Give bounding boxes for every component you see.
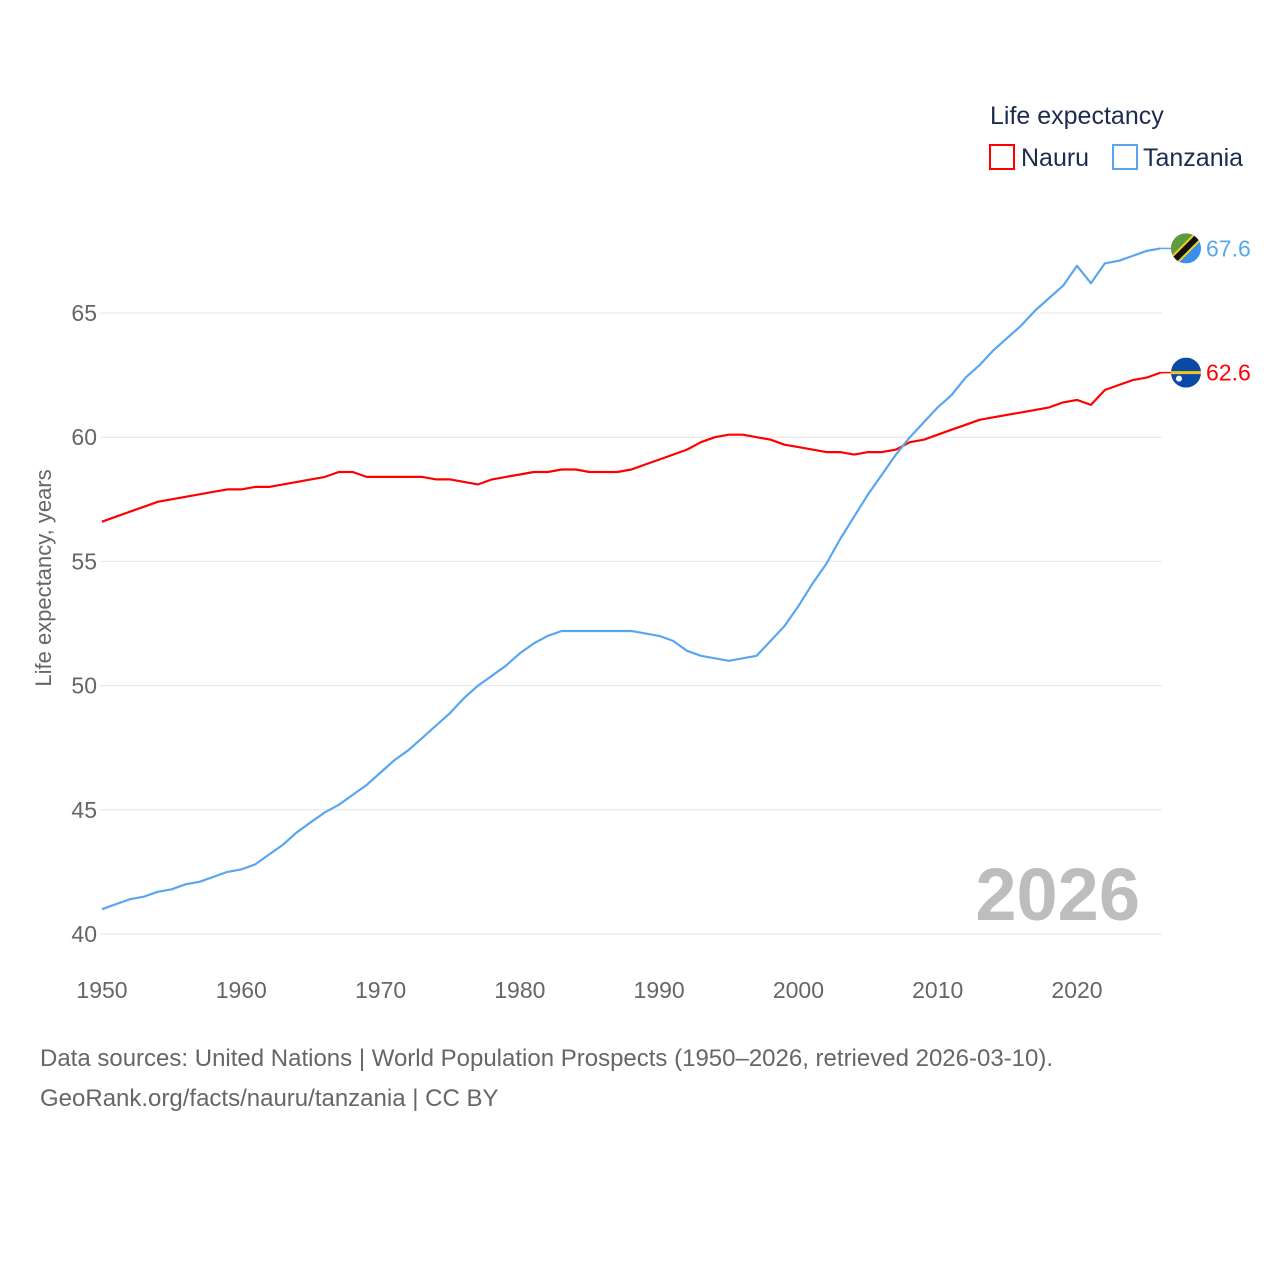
x-tick-label-2010: 2010 — [912, 977, 963, 1003]
gridlines — [100, 312, 1162, 935]
y-tick-label-50: 50 — [71, 673, 97, 699]
legend-label-nauru[interactable]: Nauru — [1021, 144, 1089, 172]
series-lines — [101, 247, 1161, 911]
x-tick-label-1970: 1970 — [355, 977, 406, 1003]
y-tick-label-60: 60 — [71, 424, 97, 450]
y-tick-label-45: 45 — [71, 797, 97, 823]
series-end-labels: 62.6 67.6 — [1160, 233, 1251, 388]
data-sources-note: Data sources: United Nations | World Pop… — [40, 1045, 1054, 1072]
end-label-nauru: 62.6 — [1206, 360, 1251, 386]
legend-label-tanzania[interactable]: Tanzania — [1143, 144, 1243, 172]
legend-swatch-nauru[interactable] — [989, 144, 1015, 170]
tanzania-flag-icon — [1171, 233, 1201, 264]
credit-link[interactable]: GeoRank.org/facts/nauru/tanzania | CC BY — [40, 1085, 499, 1112]
x-tick-label-1980: 1980 — [494, 977, 545, 1003]
x-tick-label-2020: 2020 — [1051, 977, 1102, 1003]
y-tick-label-65: 65 — [71, 300, 97, 326]
flag-body — [1171, 233, 1201, 264]
x-tick-label-2000: 2000 — [773, 977, 824, 1003]
series-line-tanzania[interactable] — [101, 247, 1161, 911]
flag-yellow-stripe — [1171, 371, 1201, 375]
x-tick-label-1950: 1950 — [76, 977, 127, 1003]
flag-body — [1171, 357, 1201, 388]
legend-title: Life expectancy — [990, 102, 1164, 130]
y-tick-label-40: 40 — [71, 921, 97, 947]
x-tick-labels: 1950 1960 1970 1980 1990 2000 2010 2020 — [76, 977, 1102, 1003]
legend: Life expectancy Nauru Tanzania — [989, 102, 1243, 172]
flag-star — [1176, 375, 1182, 382]
flag-black-band — [1171, 233, 1201, 264]
y-tick-labels: 40 45 50 55 60 65 — [71, 300, 97, 947]
y-tick-label-55: 55 — [71, 548, 97, 574]
x-tick-label-1990: 1990 — [634, 977, 685, 1003]
series-line-nauru[interactable] — [101, 371, 1161, 523]
end-label-tanzania: 67.6 — [1206, 235, 1251, 261]
x-tick-label-1960: 1960 — [216, 977, 267, 1003]
legend-swatch-tanzania[interactable] — [1112, 144, 1138, 170]
y-axis-title: Life expectancy, years — [31, 469, 56, 686]
nauru-flag-icon — [1171, 357, 1201, 388]
year-watermark: 2026 — [975, 853, 1140, 936]
